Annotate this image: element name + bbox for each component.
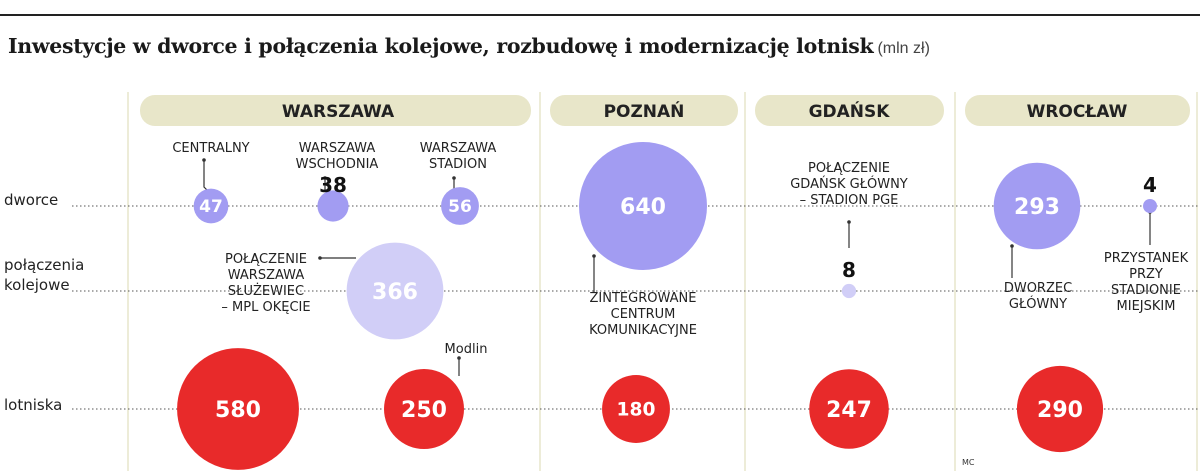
bubble-label-line: WSCHODNIA: [296, 157, 379, 172]
bubble-label: WARSZAWA STADION: [420, 141, 497, 172]
value-label: 250: [401, 398, 447, 423]
bubble-label: Modlin: [445, 342, 488, 357]
value-label: 290: [1037, 398, 1083, 423]
city-label-warszawa: WARSZAWA: [282, 102, 395, 122]
bubble-label: PRZYSTANEK PRZY STADIONIE MIEJSKIM: [1104, 251, 1189, 314]
row-label-dworce: dworce: [4, 191, 58, 209]
bubble-label-line: WARSZAWA: [228, 268, 305, 283]
bubble-label-line: – MPL OKĘCIE: [221, 300, 310, 315]
bubble-label-line: PRZY: [1129, 267, 1163, 282]
bubble-label-line: POŁĄCZENIE: [808, 161, 890, 176]
bubble-label: DWORZEC GŁÓWNY: [1004, 281, 1072, 312]
value-label: 47: [199, 197, 223, 217]
leader-dot: [847, 220, 851, 224]
city-band-wroclaw: [965, 95, 1190, 126]
bubble-label-line: CENTRUM: [611, 307, 676, 322]
bubble-gdansk-lotniska: [809, 369, 889, 449]
row-label-polaczenia: połączenia kolejowe: [4, 256, 84, 294]
bubble-label-line: SŁUŻEWIEC: [228, 283, 304, 299]
city-band-warszawa: [140, 95, 531, 126]
row-label-line: lotniska: [4, 396, 62, 414]
bubble-label-line: GDAŃSK GŁÓWNY: [790, 176, 908, 192]
value-label: 56: [448, 197, 472, 217]
bubble-label-line: Modlin: [445, 342, 488, 357]
bubble-warszawa-lotniska: [177, 348, 299, 470]
bubble-label-line: MIEJSKIM: [1117, 299, 1176, 314]
bubble-label-line: ZINTEGROWANE: [590, 291, 697, 306]
bubble-label: WARSZAWA WSCHODNIA: [296, 141, 379, 172]
bubble-label-line: WARSZAWA: [299, 141, 376, 156]
bubble-poznan-dworce: [579, 142, 707, 270]
leader-dot: [452, 176, 456, 180]
value-label: 366: [372, 280, 418, 305]
city-label-poznan: POZNAŃ: [604, 100, 685, 122]
value-label: 247: [826, 398, 872, 423]
row-label-line: dworce: [4, 191, 58, 209]
city-band-gdansk: [755, 95, 944, 126]
value-label: 180: [617, 400, 656, 421]
bubble-warszawa-dworce: [441, 187, 479, 225]
row-label-lotniska: lotniska: [4, 396, 62, 414]
credit-label: MC: [962, 458, 975, 467]
leader-dot: [1010, 244, 1014, 248]
value-label: 38: [319, 173, 347, 197]
chart-title-block: Inwestycje w dworce i połączenia kolejow…: [8, 34, 930, 58]
leader-dot: [202, 158, 206, 162]
row-label-line: połączenia: [4, 256, 84, 274]
bubble-label-line: KOMUNIKACYJNE: [589, 323, 697, 338]
leader-dot: [457, 356, 461, 360]
bubble-gdansk-polaczenia: [841, 283, 857, 299]
bubble-label-line: PRZYSTANEK: [1104, 251, 1189, 266]
chart-unit: (mln zł): [877, 40, 930, 57]
bubble-label: POŁĄCZENIE GDAŃSK GŁÓWNY – STADION PGE: [790, 161, 908, 208]
bubble-label-line: CENTRALNY: [172, 141, 249, 156]
bubble-wroclaw-dworce: [1143, 199, 1157, 213]
bubble-label: CENTRALNY: [172, 141, 249, 156]
bubble-wroclaw-lotniska: [1016, 365, 1104, 453]
bubble-label: POŁĄCZENIE WARSZAWA SŁUŻEWIEC – MPL OKĘCIE: [221, 252, 310, 315]
leader-dot: [323, 176, 327, 180]
city-band-poznan: [550, 95, 738, 126]
bubble-warszawa-lotniska: [384, 369, 464, 449]
leader-dot: [318, 256, 322, 260]
bubble-label: ZINTEGROWANE CENTRUM KOMUNIKACYJNE: [589, 291, 697, 338]
bubble-label-line: – STADION PGE: [800, 193, 899, 208]
city-label-wroclaw: WROCŁAW: [1027, 102, 1128, 122]
value-label: 580: [215, 398, 261, 423]
bubble-label-line: WARSZAWA: [420, 141, 497, 156]
city-label-gdansk: GDAŃSK: [809, 100, 891, 122]
bubble-label-line: STADION: [429, 157, 487, 172]
bubble-poznan-lotniska: [602, 375, 670, 443]
bubble-wroclaw-dworce: [993, 162, 1081, 250]
top-rule: [0, 14, 1200, 16]
leader-dot: [592, 254, 596, 258]
bubble-warszawa-polaczenia: [346, 242, 444, 340]
value-label: 4: [1143, 173, 1157, 197]
bubble-label-line: STADIONIE: [1111, 283, 1181, 298]
value-label: 640: [620, 195, 666, 220]
value-label: 293: [1014, 195, 1060, 220]
bubble-label-line: DWORZEC: [1004, 281, 1072, 296]
bubble-warszawa-dworce: [317, 190, 349, 222]
value-label: 8: [842, 258, 856, 282]
bubble-label-line: GŁÓWNY: [1009, 296, 1067, 312]
bubble-label-line: POŁĄCZENIE: [225, 252, 307, 267]
row-label-line: kolejowe: [4, 276, 70, 294]
bubble-warszawa-dworce: [193, 188, 229, 224]
chart-title: Inwestycje w dworce i połączenia kolejow…: [8, 34, 874, 58]
